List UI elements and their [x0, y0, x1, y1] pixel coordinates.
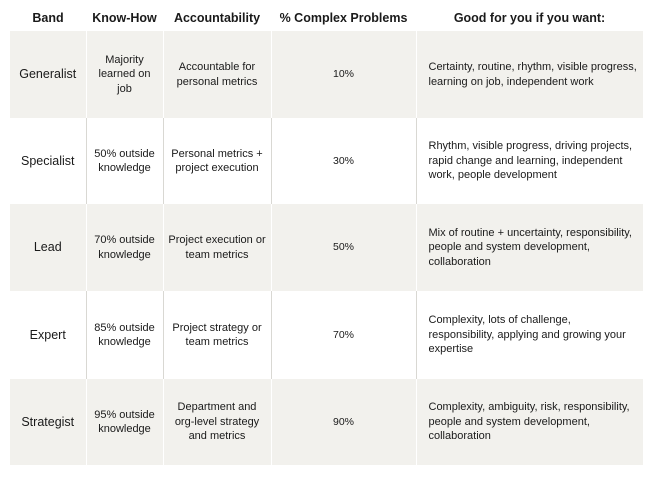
accountability-cell: Project strategy or team metrics — [162, 291, 271, 379]
accountability-cell: Department and org-level strategy and me… — [162, 379, 271, 465]
know-how-cell: 50% outside knowledge — [85, 118, 163, 204]
good-for-cell: Complexity, ambiguity, risk, responsibil… — [415, 379, 643, 465]
complex-problems-cell: 30% — [270, 118, 416, 204]
table-row-strategist: Strategist 95% outside knowledge Departm… — [10, 379, 643, 465]
header-accountability: Accountability — [163, 4, 271, 31]
header-know-how: Know-How — [86, 4, 163, 31]
band-cell: Lead — [10, 204, 86, 291]
accountability-cell: Personal metrics + project execution — [162, 118, 271, 204]
know-how-cell: Majority learned on job — [85, 31, 163, 118]
complex-problems-cell: 90% — [270, 379, 416, 465]
table-row-generalist: Generalist Majority learned on job Accou… — [10, 31, 643, 118]
table-row-lead: Lead 70% outside knowledge Project execu… — [10, 204, 643, 291]
accountability-cell: Project execution or team metrics — [162, 204, 271, 291]
band-comparison-table: Band Know-How Accountability % Complex P… — [10, 4, 643, 465]
band-cell: Expert — [10, 291, 86, 379]
know-how-cell: 95% outside knowledge — [85, 379, 163, 465]
band-cell: Specialist — [10, 118, 86, 204]
header-band: Band — [10, 4, 86, 31]
good-for-cell: Complexity, lots of challenge, responsib… — [415, 291, 643, 379]
complex-problems-cell: 10% — [270, 31, 416, 118]
good-for-cell: Rhythm, visible progress, driving projec… — [415, 118, 643, 204]
complex-problems-cell: 50% — [270, 204, 416, 291]
accountability-cell: Accountable for personal metrics — [162, 31, 271, 118]
header-good-for-you: Good for you if you want: — [416, 4, 643, 31]
header-complex-problems: % Complex Problems — [271, 4, 416, 31]
band-cell: Strategist — [10, 379, 86, 465]
good-for-cell: Mix of routine + uncertainty, responsibi… — [415, 204, 643, 291]
complex-problems-cell: 70% — [270, 291, 416, 379]
table-row-expert: Expert 85% outside knowledge Project str… — [10, 291, 643, 379]
band-cell: Generalist — [10, 31, 86, 118]
good-for-cell: Certainty, routine, rhythm, visible prog… — [415, 31, 643, 118]
know-how-cell: 70% outside knowledge — [85, 204, 163, 291]
table-row-specialist: Specialist 50% outside knowledge Persona… — [10, 118, 643, 204]
know-how-cell: 85% outside knowledge — [85, 291, 163, 379]
header-row: Band Know-How Accountability % Complex P… — [10, 4, 643, 31]
